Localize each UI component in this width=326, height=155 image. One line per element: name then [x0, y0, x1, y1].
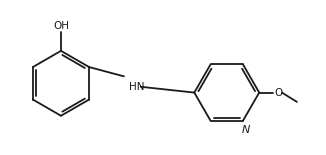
Text: N: N [242, 125, 250, 135]
Text: HN: HN [129, 82, 145, 92]
Text: O: O [274, 88, 283, 97]
Text: OH: OH [53, 21, 69, 31]
